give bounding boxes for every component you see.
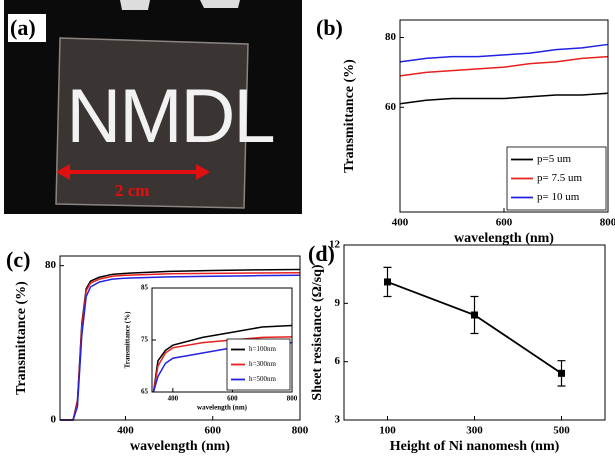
data-point <box>471 311 478 319</box>
background-letters <box>120 0 240 10</box>
x-tick-label: 400 <box>117 425 134 437</box>
axes-frame <box>151 287 293 393</box>
x-tick-label: 500 <box>553 425 570 437</box>
y-tick-label: 75 <box>141 336 149 344</box>
chart-panel: 3 6 9 12 100 300 500 Height of Ni nanomesh (nm)… <box>308 239 606 454</box>
label-background <box>8 14 46 42</box>
x-tick-label: 800 <box>600 217 615 229</box>
y-axis-label: Transmittance (%) <box>342 59 357 173</box>
chart-panel: 65 75 85 400 600 800 wavelength (nm) Transmitta… <box>124 284 298 412</box>
x-tick-label: 800 <box>292 425 309 437</box>
x-axis-label: Height of Ni nanomesh (nm) <box>390 439 560 454</box>
legend-label: h=500nm <box>249 375 276 383</box>
y-tick-label: 80 <box>45 259 57 271</box>
y-axis-label: Transmittance (%) <box>14 281 29 395</box>
photo-panel: NMDL 2 cm (a) <box>4 0 302 214</box>
chart-panel: 60 80 400 600 800 wavelength (nm) Transmittanc… <box>316 15 615 246</box>
legend-label: p= 7.5 um <box>537 172 582 184</box>
panel-label: (c) <box>6 247 30 272</box>
legend-label: p=5 um <box>537 153 571 165</box>
x-tick-label: 600 <box>204 425 221 437</box>
y-tick-label: 3 <box>335 414 341 426</box>
data-line <box>152 324 293 393</box>
legend-label: h=100nm <box>249 345 276 353</box>
x-tick-label: 300 <box>466 425 483 437</box>
glass-sample <box>55 37 249 209</box>
data-line <box>60 274 301 421</box>
x-tick-label: 400 <box>392 217 409 229</box>
chart-panel: 0 80 400 600 800 wavelength (nm) Transmittance… <box>6 247 309 454</box>
x-tick-label: 100 <box>379 425 396 437</box>
panel-label: (d) <box>308 241 335 266</box>
legend-label: h=300nm <box>249 360 276 368</box>
data-line <box>399 92 609 105</box>
x-axis-label: wavelength (nm) <box>454 231 554 246</box>
data-line <box>152 336 293 393</box>
y-tick-label: 9 <box>335 297 341 309</box>
x-axis-label: wavelength (nm) <box>130 439 230 454</box>
legend-label: p= 10 um <box>537 191 580 203</box>
data-line <box>399 43 609 63</box>
axes-frame <box>343 244 606 421</box>
y-axis-label: Sheet resistance (Ω/sq) <box>310 264 325 400</box>
y-axis-label: Transmittance (%) <box>124 311 132 368</box>
x-tick-label: 600 <box>496 217 513 229</box>
panel-label: (b) <box>316 15 343 40</box>
data-point <box>384 278 391 286</box>
y-tick-label: 85 <box>141 284 149 292</box>
x-tick-label: 800 <box>287 395 298 403</box>
panel-label: (a) <box>10 15 36 40</box>
data-line <box>399 55 609 77</box>
scale-label: 2 cm <box>115 181 149 200</box>
data-point <box>558 369 565 377</box>
x-tick-label: 600 <box>227 395 238 403</box>
x-tick-label: 400 <box>168 395 179 403</box>
y-tick-label: 0 <box>51 414 57 426</box>
y-tick-label: 65 <box>141 388 149 396</box>
y-tick-label: 12 <box>329 239 341 251</box>
photo-text: NMDL <box>66 74 273 159</box>
x-axis-label: wavelength (nm) <box>197 404 248 412</box>
axes-frame <box>399 19 609 213</box>
y-tick-label: 60 <box>385 101 397 113</box>
y-tick-label: 6 <box>335 355 341 367</box>
axes-frame <box>59 255 301 421</box>
y-tick-label: 80 <box>385 31 397 43</box>
